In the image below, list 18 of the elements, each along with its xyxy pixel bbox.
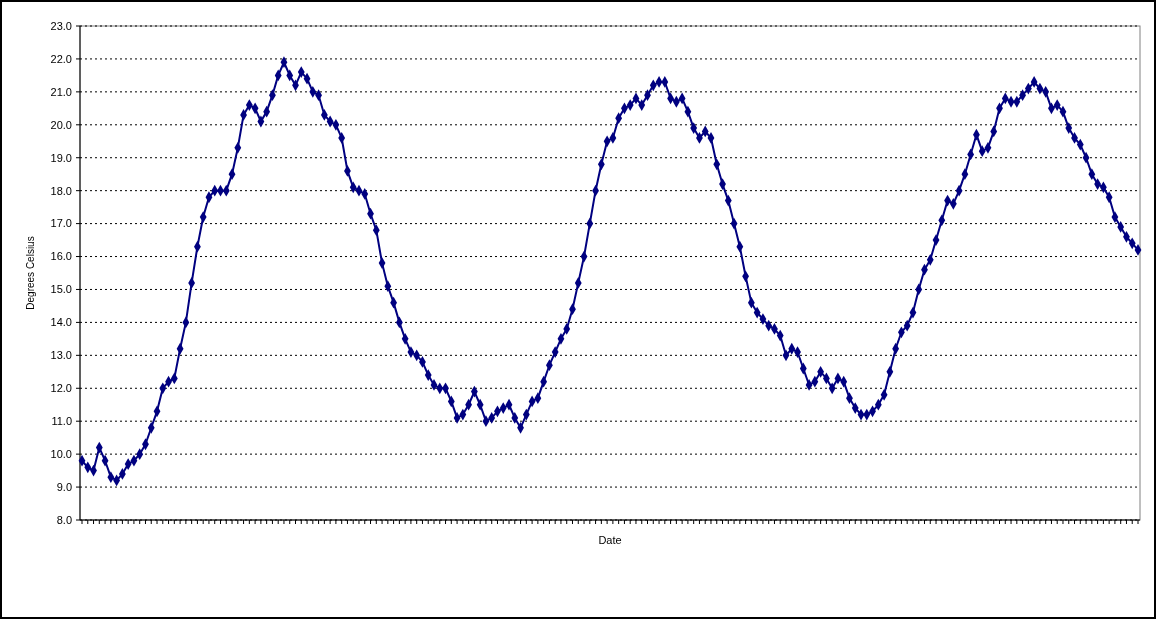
y-tick-label: 9.0 [56,480,72,493]
y-tick-label: 23.0 [50,19,72,32]
y-tick-label: 16.0 [50,250,72,263]
y-tick-label: 22.0 [50,52,72,65]
y-tick-label: 14.0 [50,316,72,329]
y-tick-label: 10.0 [50,447,72,460]
y-axis-title: Degrees Celsius [25,236,36,310]
y-tick-label: 13.0 [50,349,72,362]
y-tick-label: 12.0 [50,382,72,395]
x-axis-title: Date [598,534,622,546]
y-tick-label: 8.0 [56,513,72,526]
y-tick-label: 20.0 [50,118,72,131]
y-tick-label: 19.0 [50,151,72,164]
y-tick-label: 21.0 [50,85,72,98]
y-tick-label: 15.0 [50,283,72,296]
y-tick-label: 11.0 [51,415,72,428]
y-tick-label: 17.0 [50,217,72,230]
y-tick-label: 18.0 [50,184,72,197]
